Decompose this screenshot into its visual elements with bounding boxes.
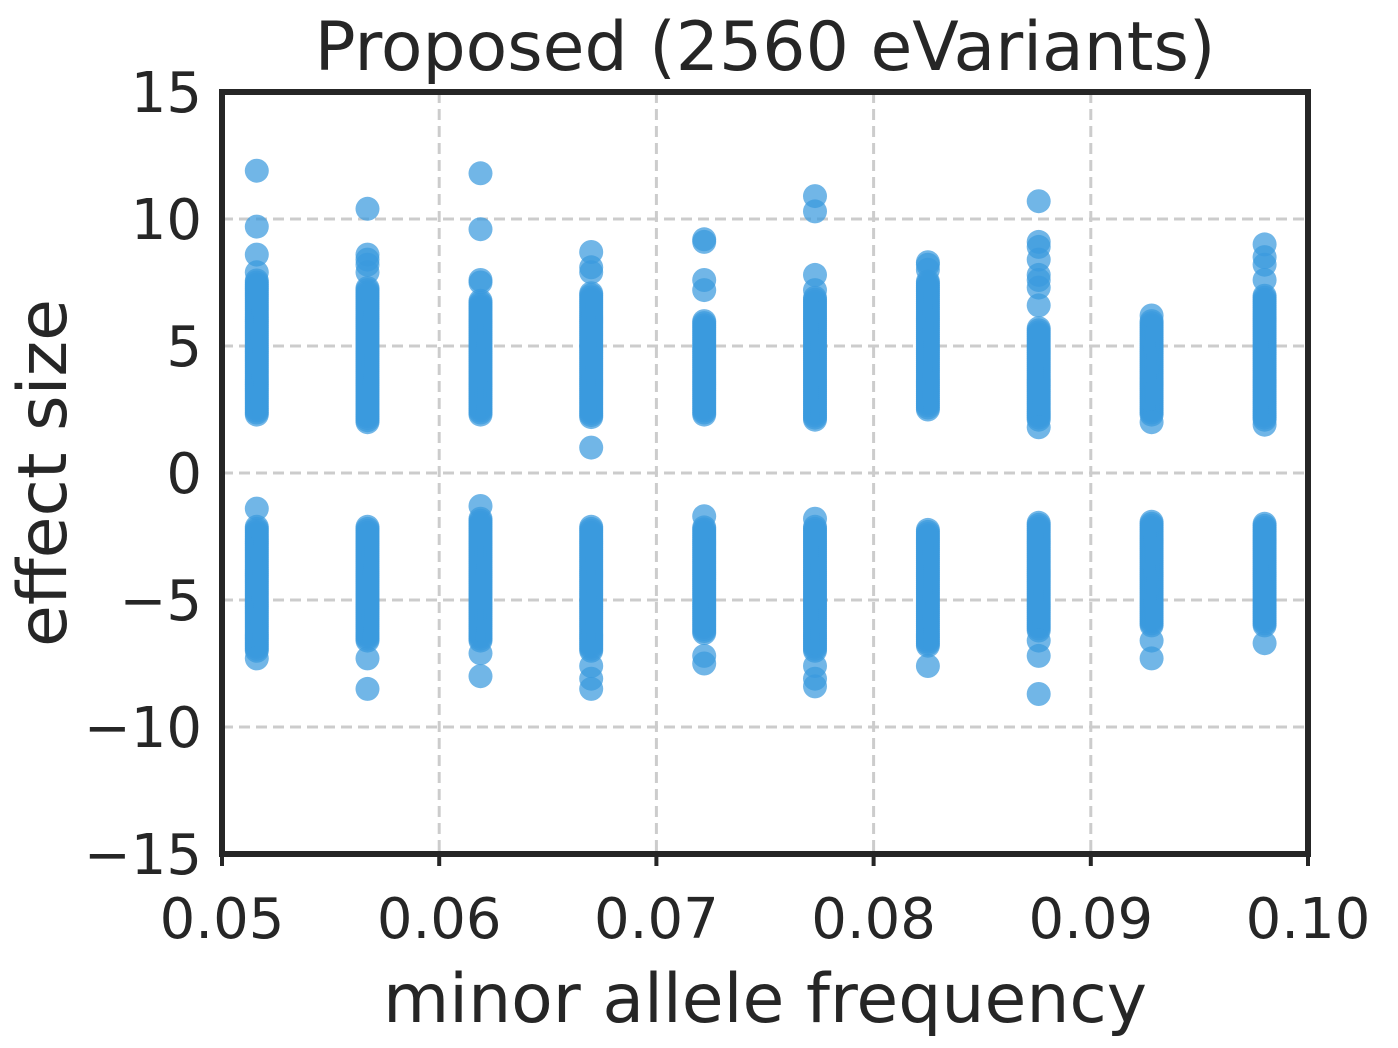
data-point <box>692 309 717 334</box>
data-point <box>1139 303 1164 328</box>
chart-title: Proposed (2560 eVariants) <box>315 8 1216 87</box>
data-point <box>1252 511 1277 536</box>
data-point <box>1026 293 1051 318</box>
data-point <box>1139 410 1164 435</box>
data-points <box>244 158 1277 706</box>
data-point <box>468 288 493 313</box>
data-point <box>355 514 380 539</box>
data-point <box>244 214 269 239</box>
data-point <box>355 646 380 671</box>
x-tick-label: 0.10 <box>1246 887 1371 952</box>
data-point <box>1139 509 1164 534</box>
data-point <box>692 229 717 254</box>
x-tick-label: 0.05 <box>160 887 285 952</box>
y-tick-label: 0 <box>166 442 202 507</box>
y-tick-label: 10 <box>131 188 202 253</box>
x-axis: 0.05 0.06 0.07 0.08 0.09 0.10 <box>160 854 1371 952</box>
data-point <box>468 217 493 242</box>
x-tick-label: 0.07 <box>594 887 719 952</box>
data-point <box>1026 643 1051 668</box>
data-point <box>244 158 269 183</box>
data-point <box>1026 415 1051 440</box>
data-point <box>244 496 269 521</box>
y-tick-label: 15 <box>131 61 202 126</box>
data-point <box>1139 628 1164 653</box>
x-tick-label: 0.06 <box>377 887 502 952</box>
data-point <box>468 641 493 666</box>
data-point <box>1252 631 1277 656</box>
data-point <box>579 676 604 701</box>
data-point <box>244 242 269 267</box>
data-point <box>579 514 604 539</box>
data-point <box>1026 682 1051 706</box>
data-point <box>468 270 493 295</box>
data-point <box>1026 275 1051 300</box>
data-point <box>1252 268 1277 292</box>
data-point <box>692 651 717 676</box>
data-point <box>579 435 604 460</box>
data-point <box>1252 412 1277 437</box>
data-point <box>803 199 827 224</box>
data-point <box>468 494 493 518</box>
data-point <box>1026 510 1051 535</box>
y-tick-label: −10 <box>84 696 202 761</box>
y-axis: 15 10 5 0 −5 −10 −15 <box>84 61 202 888</box>
data-point <box>244 260 269 285</box>
data-point <box>468 161 493 186</box>
data-point <box>355 260 380 285</box>
x-tick-label: 0.08 <box>811 887 936 952</box>
data-point <box>692 504 717 529</box>
data-point <box>468 664 493 689</box>
y-axis-label: effect size <box>4 299 83 647</box>
data-point <box>915 654 940 678</box>
data-point <box>355 196 380 221</box>
data-point <box>244 514 269 539</box>
data-point <box>1139 646 1164 671</box>
plot-frame <box>219 89 1311 857</box>
data-point <box>915 257 940 282</box>
grid <box>222 92 1308 854</box>
data-point <box>579 260 604 285</box>
data-point <box>803 674 827 699</box>
y-tick-label: 5 <box>166 315 202 380</box>
y-tick-label: −15 <box>84 823 202 888</box>
x-tick-label: 0.09 <box>1028 887 1153 952</box>
data-point <box>1026 316 1051 341</box>
data-point <box>803 278 827 303</box>
y-tick-label: −5 <box>119 569 202 634</box>
data-point <box>579 281 604 306</box>
data-point <box>244 646 269 671</box>
data-point <box>1026 189 1051 214</box>
x-axis-label: minor allele frequency <box>383 960 1147 1039</box>
data-point <box>803 506 827 531</box>
data-point <box>915 517 940 542</box>
data-point <box>692 278 717 303</box>
data-point <box>355 676 380 701</box>
